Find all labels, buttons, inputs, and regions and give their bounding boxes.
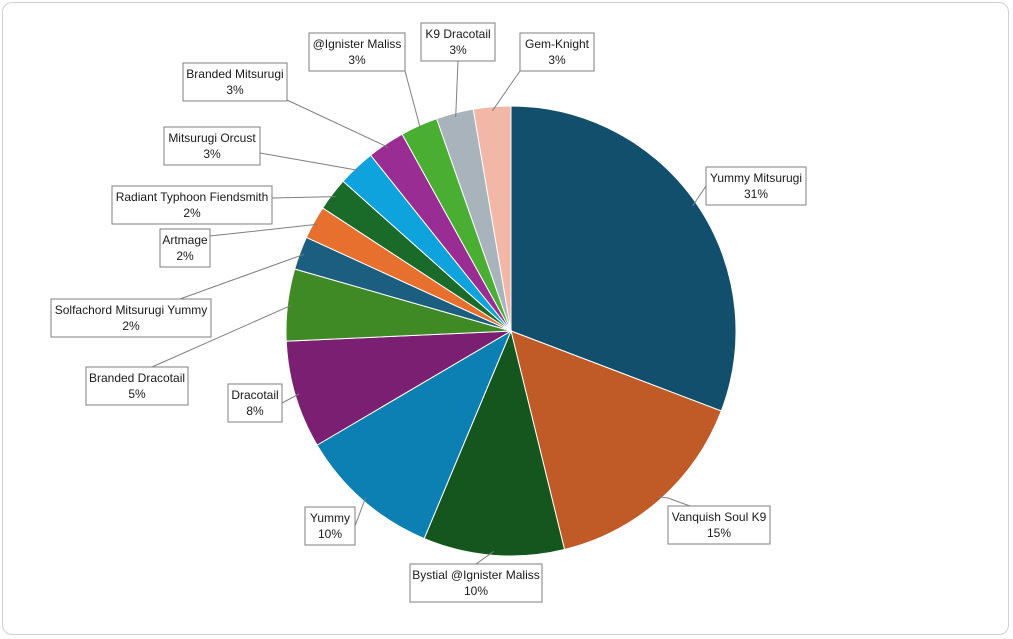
- data-label-percent: 3%: [226, 83, 244, 97]
- pie-slice: [316, 329, 513, 540]
- data-label-box: [111, 185, 273, 225]
- data-label: Vanquish Soul K9 15%: [667, 505, 771, 545]
- data-label-percent: 3%: [348, 53, 366, 67]
- data-label: Branded Mitsurugi 3%: [182, 62, 288, 102]
- data-label-name: @Ignister Maliss: [313, 37, 402, 51]
- leader-line: [281, 393, 300, 404]
- data-label: Gem-Knight 3%: [519, 32, 595, 72]
- data-label-name: K9 Dracotail: [425, 27, 490, 41]
- data-label-percent: 5%: [128, 387, 146, 401]
- data-label-box: [667, 505, 771, 545]
- data-label: Yummy Mitsurugi 31%: [705, 166, 807, 206]
- data-label: Solfachord Mitsurugi Yummy 2%: [50, 298, 212, 338]
- data-label-box: [705, 166, 807, 206]
- leader-line: [475, 550, 495, 565]
- data-label-percent: 2%: [122, 319, 140, 333]
- data-label-name: Branded Dracotail: [89, 371, 185, 385]
- leader-line: [692, 185, 707, 206]
- data-label-box: [85, 366, 189, 406]
- data-label: Branded Dracotail 5%: [85, 366, 189, 406]
- data-label-percent: 8%: [246, 404, 264, 418]
- data-label-name: Branded Mitsurugi: [186, 67, 283, 81]
- leader-line: [209, 223, 318, 237]
- leader-line: [455, 60, 459, 118]
- data-label-percent: 31%: [744, 187, 768, 201]
- data-label-box: [304, 506, 356, 546]
- pie-slice: [285, 330, 512, 446]
- data-label-percent: 2%: [183, 206, 201, 220]
- pie-slice: [510, 330, 722, 551]
- data-label-box: [420, 22, 496, 62]
- pie-slice: [510, 105, 737, 412]
- data-label-box: [50, 298, 212, 338]
- data-label-name: Vanquish Soul K9: [672, 510, 767, 524]
- leader-line: [286, 99, 389, 148]
- data-label-name: Gem-Knight: [525, 37, 590, 51]
- leader-line: [657, 496, 691, 507]
- data-label-percent: 3%: [548, 53, 566, 67]
- data-label: Mitsurugi Orcust 3%: [163, 126, 261, 166]
- data-label-percent: 15%: [707, 526, 731, 540]
- data-label-box: [163, 126, 261, 166]
- pie-slice: [472, 105, 512, 332]
- data-label-name: Solfachord Mitsurugi Yummy: [55, 303, 208, 317]
- leader-line: [354, 497, 367, 527]
- data-label-box: [227, 383, 283, 423]
- data-label: Yummy 10%: [304, 506, 356, 546]
- data-label-box: [519, 32, 595, 72]
- pie-slices: [285, 105, 737, 557]
- data-label-box: [308, 32, 406, 72]
- data-label-name: Radiant Typhoon Fiendsmith: [116, 190, 269, 204]
- data-labels: Yummy Mitsurugi 31% Vanquish Soul K9 15% Bys…: [50, 22, 807, 603]
- leader-line: [491, 70, 521, 112]
- data-label: @Ignister Maliss 3%: [308, 32, 406, 72]
- data-label: Dracotail 8%: [227, 383, 283, 423]
- data-label: Radiant Typhoon Fiendsmith 2%: [111, 185, 273, 225]
- data-label: K9 Dracotail 3%: [420, 22, 496, 62]
- data-label-percent: 10%: [464, 584, 488, 598]
- data-label-percent: 2%: [176, 249, 194, 263]
- leader-line: [259, 152, 360, 171]
- leader-line: [271, 196, 336, 199]
- data-label-percent: 3%: [449, 43, 467, 57]
- leader-line: [179, 253, 304, 300]
- leader-lines: [151, 60, 707, 565]
- data-label-name: Mitsurugi Orcust: [168, 131, 256, 145]
- data-label: Bystial @Ignister Maliss 10%: [409, 563, 543, 603]
- data-label-name: Yummy Mitsurugi: [710, 171, 802, 185]
- data-label: Artmage 2%: [159, 228, 211, 268]
- data-label-box: [182, 62, 288, 102]
- leader-line: [404, 70, 422, 130]
- pie-slice: [423, 329, 566, 557]
- data-label-name: Bystial @Ignister Maliss: [412, 568, 540, 582]
- data-label-name: Artmage: [162, 233, 208, 247]
- data-label-percent: 3%: [203, 147, 221, 161]
- data-label-name: Dracotail: [231, 388, 278, 402]
- leader-line: [151, 304, 292, 368]
- data-label-box: [409, 563, 543, 603]
- data-label-percent: 10%: [318, 527, 342, 541]
- data-label-box: [159, 228, 211, 268]
- data-label-name: Yummy: [310, 511, 350, 525]
